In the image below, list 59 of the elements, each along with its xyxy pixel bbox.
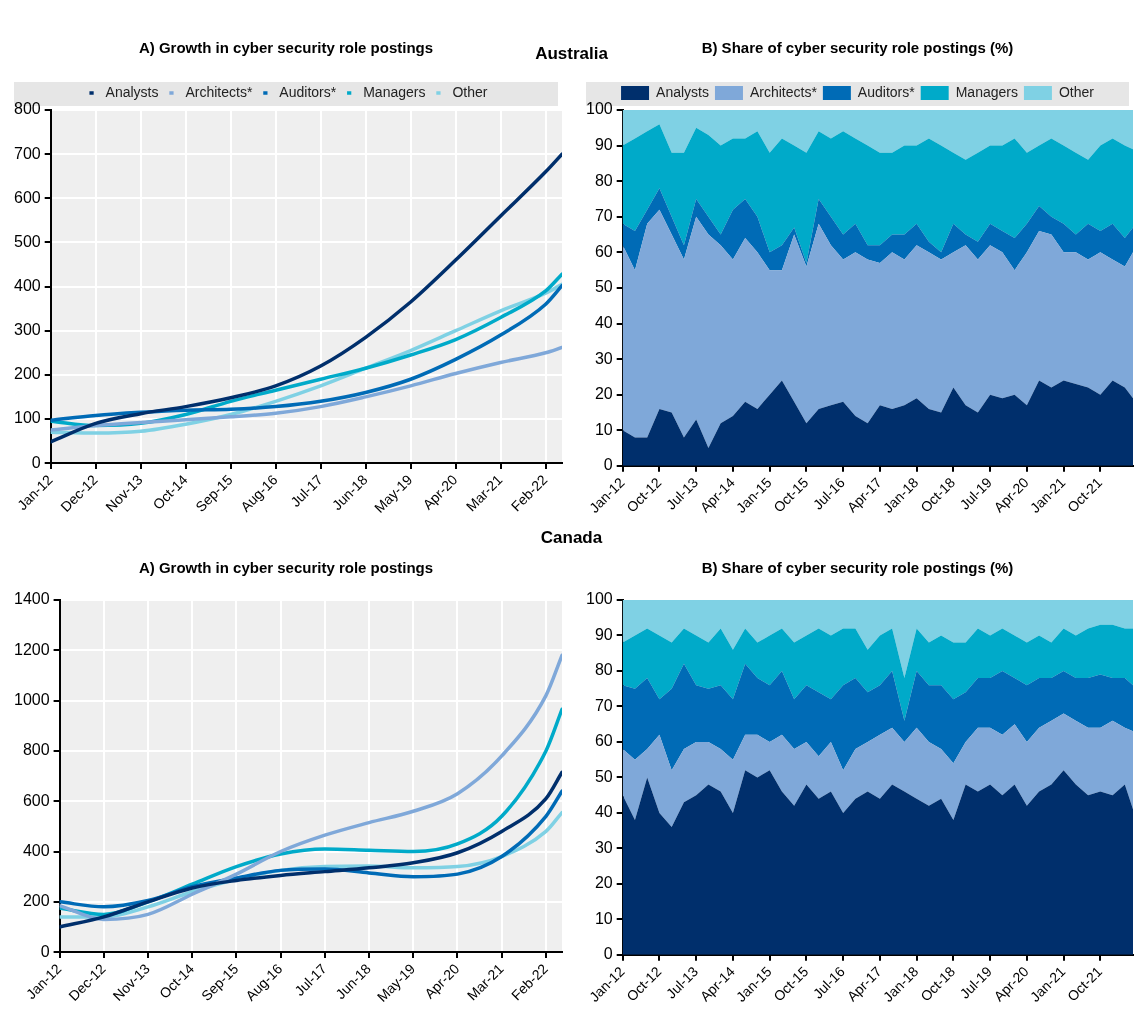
y-tick-label: 1400 (14, 590, 50, 608)
y-tick-label: 30 (594, 838, 613, 856)
y-tick-label: 10 (594, 420, 613, 438)
line-series (50, 345, 562, 432)
y-tick-label: 1200 (14, 640, 50, 658)
chart-title: Canada (539, 528, 604, 548)
y-tick-label: 200 (22, 892, 50, 910)
y-tick-label: 100 (585, 100, 613, 118)
legend-label: Architects* (749, 83, 818, 100)
y-tick-label: 500 (13, 232, 41, 250)
y-tick-label: 90 (594, 625, 613, 643)
y-tick-label: 50 (594, 278, 613, 296)
chart-subtitle: B) Share of cyber security role postings (%) (701, 559, 1014, 577)
y-tick-label: 50 (594, 767, 613, 785)
y-tick-label: 400 (13, 276, 41, 294)
y-tick-label: 700 (13, 144, 41, 162)
chart-subtitle: A) Growth in cyber security role postings (138, 39, 434, 57)
y-tick-label: 0 (40, 942, 50, 960)
y-tick-label: 0 (603, 456, 613, 474)
y-tick-label: 70 (594, 696, 613, 714)
legend-label: Auditors* (279, 83, 337, 100)
y-tick-label: 0 (603, 945, 613, 963)
legend-label: Analysts (656, 83, 709, 100)
y-tick-label: 60 (594, 732, 613, 750)
legend-label: Architects* (185, 83, 253, 100)
y-tick-label: 100 (13, 409, 41, 427)
legend-label: Other (1058, 83, 1095, 100)
y-tick-label: 20 (594, 874, 613, 892)
y-tick-label: 800 (22, 741, 50, 759)
line-series (50, 152, 562, 444)
legend-label: Other (452, 83, 488, 100)
line-series (59, 770, 562, 929)
y-tick-label: 600 (13, 188, 41, 206)
y-tick-label: 80 (594, 661, 613, 679)
y-tick-label: 400 (22, 841, 50, 859)
y-tick-label: 20 (594, 385, 613, 403)
y-tick-label: 10 (594, 909, 613, 927)
y-tick-label: 100 (585, 590, 613, 608)
legend-label: Auditors* (857, 83, 916, 100)
chart-title: Australia (535, 44, 608, 63)
chart-subtitle: B) Share of cyber security role postings (%) (701, 39, 1014, 57)
y-tick-label: 60 (594, 242, 613, 260)
legend-label: Analysts (105, 83, 159, 100)
y-tick-label: 0 (31, 453, 41, 471)
y-tick-label: 800 (13, 100, 41, 118)
y-tick-label: 80 (594, 171, 613, 189)
y-tick-label: 90 (594, 135, 613, 153)
y-tick-label: 30 (594, 349, 613, 367)
chart-subtitle: A) Growth in cyber security role postings (138, 559, 434, 577)
y-tick-label: 1000 (14, 691, 50, 709)
y-tick-label: 600 (22, 791, 50, 809)
y-tick-label: 200 (13, 365, 41, 383)
line-series (59, 653, 562, 922)
legend-label: Managers (955, 83, 1018, 100)
y-tick-label: 40 (594, 803, 613, 821)
y-tick-label: 70 (594, 207, 613, 225)
legend-label: Managers (363, 83, 426, 100)
y-tick-label: 40 (594, 313, 613, 331)
y-tick-label: 300 (13, 321, 41, 339)
